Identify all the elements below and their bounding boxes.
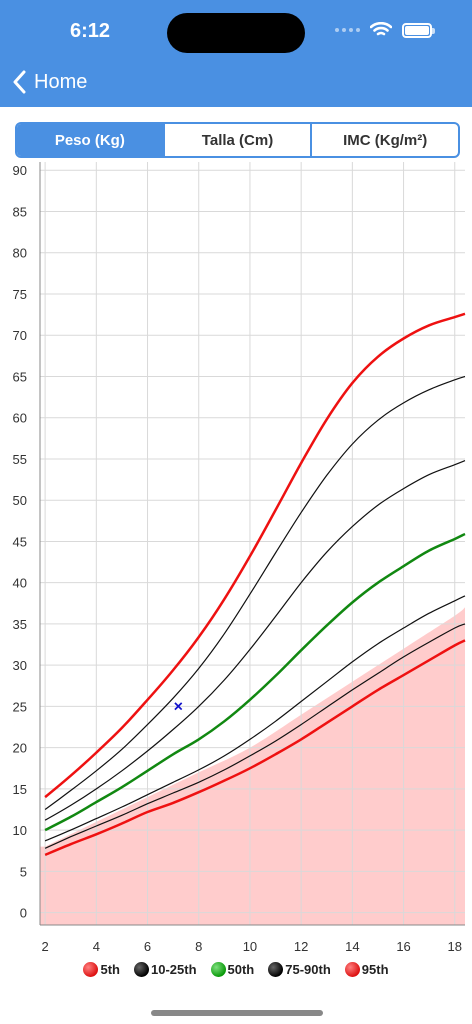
green-dot-icon — [210, 962, 226, 977]
black-dot-icon — [268, 962, 284, 977]
y-tick-label: 55 — [13, 452, 27, 467]
series-line-95th — [44, 312, 466, 799]
back-button[interactable]: Home — [12, 70, 87, 94]
legend-label: 95th — [361, 962, 389, 977]
tab-talla[interactable]: Talla (Cm) — [165, 124, 313, 156]
series-line-10-25th — [44, 595, 466, 842]
chevron-left-icon — [13, 70, 26, 94]
y-tick-label: 40 — [13, 576, 27, 591]
y-tick-label: 50 — [13, 493, 27, 508]
red-dot-icon — [344, 962, 360, 977]
y-tick-label: 0 — [20, 906, 27, 921]
series-line-50th — [44, 532, 466, 832]
tab-peso[interactable]: Peso (Kg) — [17, 124, 165, 156]
y-tick-label: 35 — [13, 617, 27, 632]
x-tick-label: 2 — [42, 939, 49, 954]
x-tick-label: 8 — [195, 939, 202, 954]
y-tick-label: 85 — [13, 204, 27, 219]
red-dot-icon — [83, 962, 99, 977]
x-tick-label: 6 — [144, 939, 151, 954]
legend-item-5th: 5th — [83, 962, 120, 977]
y-tick-label: 45 — [13, 534, 27, 549]
legend-item-95th: 95th — [344, 962, 389, 977]
x-tick-label: 12 — [294, 939, 308, 954]
y-tick-label: 5 — [20, 864, 27, 879]
series-line-10-25th — [44, 623, 466, 849]
dynamic-island — [167, 13, 305, 53]
status-icons — [335, 22, 435, 38]
legend-label: 10-25th — [150, 962, 197, 977]
battery-icon — [402, 22, 435, 38]
x-tick-label: 18 — [448, 939, 462, 954]
measure-segmented-control: Peso (Kg) Talla (Cm) IMC (Kg/m²) — [15, 122, 460, 158]
y-tick-label: 15 — [13, 782, 27, 797]
series-line-75-90th — [44, 460, 466, 821]
growth-chart: 0 5 10 15 20 25 30 35 40 45 50 55 60 65 70 75 80 85 90 2 4 6 8… — [13, 162, 466, 954]
x-tick-label: 16 — [396, 939, 410, 954]
y-tick-label: 65 — [13, 369, 27, 384]
series-line-5th — [44, 639, 466, 857]
x-tick-label: 14 — [345, 939, 359, 954]
black-dot-icon — [133, 962, 149, 977]
y-tick-label: 80 — [13, 246, 27, 261]
back-label: Home — [34, 70, 88, 93]
legend-item-75-90th: 75-90th — [268, 962, 331, 977]
legend-item-50th: 50th — [210, 962, 255, 977]
tab-imc[interactable]: IMC (Kg/m²) — [343, 131, 428, 149]
home-indicator — [151, 1010, 323, 1016]
y-tick-label: 30 — [13, 658, 27, 673]
legend-label: 50th — [227, 962, 255, 977]
x-tick-label: 10 — [243, 939, 257, 954]
y-tick-label: 10 — [13, 823, 27, 838]
y-tick-label: 75 — [13, 287, 27, 302]
data-point-marker: × — [174, 698, 183, 715]
x-tick-label: 4 — [93, 939, 100, 954]
chart-legend: 5th 10-25th 50th 75-90th 95th — [0, 962, 472, 977]
wifi-icon — [370, 22, 392, 36]
y-tick-label: 20 — [13, 741, 27, 756]
series-line-75-90th — [44, 375, 466, 810]
legend-label: 75-90th — [285, 962, 331, 977]
status-time: 6:12 — [70, 20, 111, 42]
legend-label: 5th — [100, 962, 120, 977]
y-tick-label: 60 — [13, 411, 27, 426]
top-bar: 6:12 Home — [0, 0, 472, 107]
y-tick-label: 90 — [13, 163, 27, 178]
signal-icon — [335, 28, 360, 32]
y-tick-label: 70 — [13, 328, 27, 343]
legend-item-10-25th: 10-25th — [133, 962, 197, 977]
y-tick-label: 25 — [13, 699, 27, 714]
